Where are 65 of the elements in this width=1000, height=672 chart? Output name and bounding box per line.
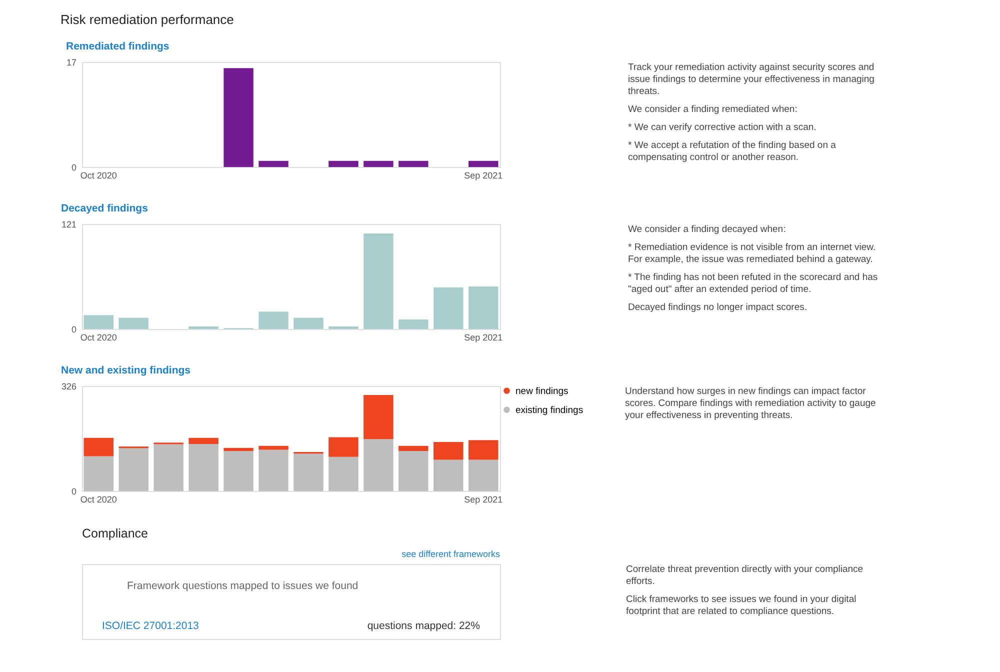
- bar: [224, 451, 254, 491]
- chart-title: Remediated findings: [66, 40, 170, 52]
- text: * We accept a refutation of the finding based on a compensating control or another reason.: [628, 140, 837, 163]
- bar: [84, 456, 114, 491]
- bar: [84, 315, 114, 329]
- legend-label: existing findings: [516, 404, 584, 416]
- bar: [398, 319, 428, 329]
- bar: [118, 318, 148, 329]
- bar: [468, 460, 498, 491]
- y-tick-label: 0: [71, 324, 76, 334]
- text: Risk remediation performance: [60, 12, 234, 27]
- bar: [154, 444, 184, 491]
- bar: [468, 286, 498, 329]
- bar: [294, 454, 324, 491]
- bar: [188, 444, 218, 491]
- text: Track your remediation activity against security scores and issue findings to determine your effectiveness in managing threats.: [628, 62, 874, 97]
- chart-title: Decayed findings: [60, 202, 148, 214]
- bar: [364, 395, 394, 440]
- bar: [258, 450, 288, 491]
- bar: [434, 460, 464, 491]
- text: Correlate threat prevention directly with your compliance efforts.: [626, 564, 864, 587]
- legend-label: new findings: [516, 386, 569, 397]
- bar: [84, 438, 114, 456]
- bar: [188, 326, 218, 329]
- bar: [258, 312, 288, 329]
- bar: [434, 442, 464, 460]
- bar: [468, 440, 498, 460]
- text: Click frameworks to see issues we found in your digital footprint that are related to compliance questions.: [626, 594, 856, 617]
- x-tick-label: Sep 2021: [464, 332, 503, 342]
- bar: [328, 437, 358, 457]
- x-tick-label: Sep 2021: [464, 170, 503, 180]
- text: see different frameworks: [402, 549, 500, 559]
- bar: [118, 448, 148, 491]
- bar: [364, 439, 394, 491]
- y-tick-label: 121: [61, 220, 76, 230]
- bar: [328, 326, 358, 329]
- text: * Remediation evidence is not visible from an internet view. For example, the issue was remediated behind a gateway.: [628, 242, 876, 265]
- y-tick-label: 326: [61, 382, 76, 392]
- x-tick-label: Oct 2020: [80, 494, 117, 504]
- text: Decayed findings no longer impact scores.: [628, 302, 808, 313]
- text: * We can verify corrective action with a scan.: [628, 122, 816, 133]
- x-tick-label: Oct 2020: [80, 170, 117, 180]
- text: We consider a finding decayed when:: [628, 224, 786, 235]
- bar: [398, 446, 428, 452]
- bar: [294, 318, 324, 329]
- x-tick-label: Sep 2021: [464, 494, 503, 504]
- y-tick-label: 17: [66, 58, 76, 68]
- text: Framework questions mapped to issues we found: [127, 580, 358, 592]
- text: * The finding has not been refuted in the scorecard and has "aged out" after an extended period of time.: [628, 272, 878, 295]
- chart-title: New and existing findings: [60, 364, 191, 376]
- bar: [258, 446, 288, 450]
- text: ISO/IEC 27001:2013: [102, 620, 200, 632]
- bar: [364, 234, 394, 329]
- text: questions mapped: 22%: [367, 620, 480, 632]
- bar: [328, 456, 358, 491]
- text: Understand how surges in new findings can impact factor scores. Compare findings with remediation activity to gauge your effectiveness in preventing threats.: [625, 386, 876, 421]
- y-tick-label: 0: [71, 486, 76, 496]
- bar: [398, 451, 428, 491]
- y-tick-label: 0: [71, 162, 76, 172]
- bar: [188, 438, 218, 444]
- text: Compliance: [82, 526, 148, 540]
- text: We consider a finding remediated when:: [628, 104, 798, 115]
- x-tick-label: Oct 2020: [80, 332, 117, 342]
- bar: [434, 287, 464, 329]
- bar: [224, 448, 254, 452]
